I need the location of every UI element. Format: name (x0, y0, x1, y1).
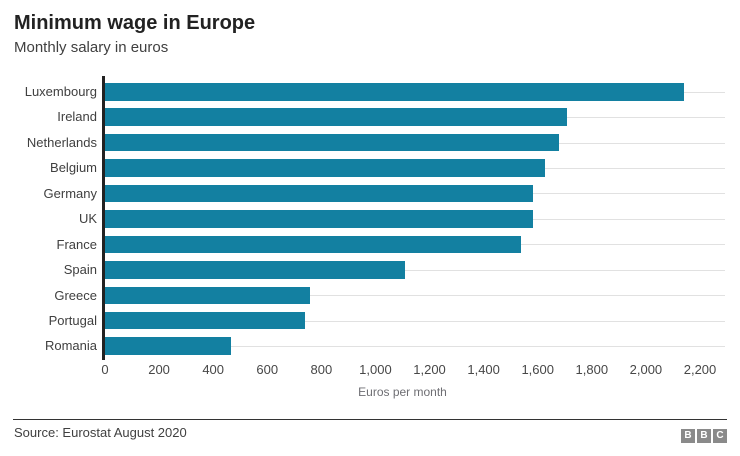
category-label: Spain (63, 262, 97, 278)
bar-netherlands (105, 133, 560, 152)
x-tick-label: 200 (148, 362, 170, 377)
category-label: UK (78, 211, 97, 227)
category-label: Luxembourg (24, 84, 97, 99)
gridline (105, 295, 725, 297)
y-axis-line (102, 76, 105, 360)
bar-row (105, 130, 725, 155)
bar-row (105, 257, 725, 282)
category-label: Romania (44, 338, 97, 354)
bbc-logo-block: B (697, 429, 711, 443)
bar-spain (105, 261, 405, 279)
category-label: Portugal (48, 312, 97, 328)
chart-subtitle: Monthly salary in euros (14, 39, 169, 56)
gridline (105, 269, 725, 271)
category-label: Ireland (57, 109, 97, 125)
bar-france (105, 235, 522, 254)
x-tick-label: 1,000 (359, 362, 392, 377)
bar-uk (105, 210, 534, 228)
x-tick-label: 600 (256, 362, 279, 377)
bar-ireland (105, 108, 567, 126)
x-tick-label: 1,400 (467, 362, 500, 377)
y-axis-category-labels: Luxembourg Ireland Netherlands Belgium G… (0, 79, 97, 359)
x-tick-label: 2,000 (629, 362, 663, 377)
bar-germany (105, 184, 534, 203)
bar-row (105, 206, 725, 231)
chart-title: Minimum wage in Europe (14, 12, 256, 34)
bar-row (105, 79, 725, 104)
bar-row (105, 232, 725, 257)
bar-row (105, 333, 725, 358)
bbc-logo-block: C (713, 429, 727, 443)
x-tick-label: 800 (310, 362, 333, 377)
bar-row (105, 104, 725, 129)
category-label: France (56, 236, 97, 252)
x-tick-label: 400 (202, 362, 225, 377)
bar-greece (105, 286, 310, 304)
x-axis-ticks: 0 200 400 600 800 1,000 1,200 1,400 1,60… (101, 362, 716, 378)
x-tick-label: 0 (101, 362, 109, 377)
bbc-logo-block: B (681, 429, 695, 443)
bar-portugal (105, 311, 306, 330)
footer-divider (13, 419, 727, 420)
x-tick-label: 2,200 (683, 362, 717, 377)
x-tick-label: 1,800 (575, 362, 609, 377)
bar-row (105, 181, 725, 206)
gridline (105, 320, 725, 322)
category-label: Germany (43, 185, 97, 201)
bar-belgium (105, 159, 545, 177)
gridline (105, 346, 725, 348)
bar-row (105, 155, 725, 180)
x-tick-label: 1,600 (521, 362, 554, 377)
plot-area (105, 79, 725, 359)
x-tick-label: 1,200 (413, 362, 446, 377)
category-label: Belgium (50, 160, 97, 176)
bar-row (105, 308, 725, 333)
bar-luxembourg (105, 83, 685, 101)
bar-romania (105, 337, 232, 355)
bbc-logo: B B C (681, 429, 727, 443)
source-text: Source: Eurostat August 2020 (14, 425, 187, 440)
category-label: Greece (54, 287, 97, 303)
category-label: Netherlands (26, 134, 97, 150)
bar-row (105, 283, 725, 308)
x-axis-title: Euros per month (358, 385, 447, 399)
